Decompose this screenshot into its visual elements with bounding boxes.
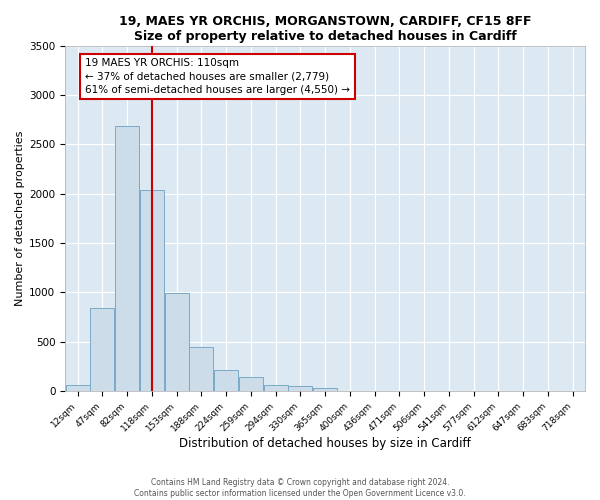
Bar bbox=[263, 385, 287, 391]
Bar bbox=[115, 126, 139, 391]
X-axis label: Distribution of detached houses by size in Cardiff: Distribution of detached houses by size … bbox=[179, 437, 471, 450]
Bar bbox=[239, 377, 263, 391]
Bar bbox=[140, 190, 164, 391]
Bar bbox=[164, 294, 188, 391]
Text: 19 MAES YR ORCHIS: 110sqm
← 37% of detached houses are smaller (2,779)
61% of se: 19 MAES YR ORCHIS: 110sqm ← 37% of detac… bbox=[85, 58, 350, 95]
Bar bbox=[90, 308, 114, 391]
Y-axis label: Number of detached properties: Number of detached properties bbox=[15, 130, 25, 306]
Title: 19, MAES YR ORCHIS, MORGANSTOWN, CARDIFF, CF15 8FF
Size of property relative to : 19, MAES YR ORCHIS, MORGANSTOWN, CARDIFF… bbox=[119, 15, 532, 43]
Bar bbox=[313, 388, 337, 391]
Text: Contains HM Land Registry data © Crown copyright and database right 2024.
Contai: Contains HM Land Registry data © Crown c… bbox=[134, 478, 466, 498]
Bar bbox=[189, 346, 213, 391]
Bar bbox=[289, 386, 313, 391]
Bar bbox=[214, 370, 238, 391]
Bar bbox=[65, 385, 89, 391]
